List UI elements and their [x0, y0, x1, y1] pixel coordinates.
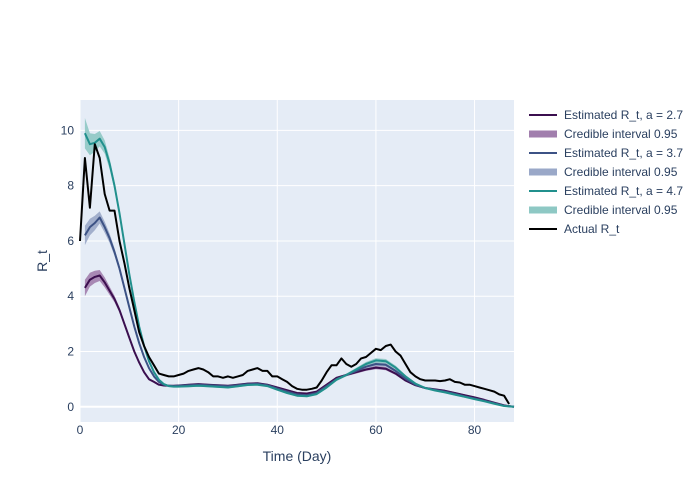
x-axis-ticks: 0 20 40 60 80	[77, 423, 482, 437]
legend-label-1: Estimated R_t, a = 2.7	[564, 108, 683, 122]
x-tick-label-0: 0	[77, 423, 84, 437]
y-tick-label-3: 6	[67, 234, 74, 248]
legend-label-2: Credible interval 0.95	[564, 127, 678, 141]
legend-label-4: Credible interval 0.95	[564, 165, 678, 179]
x-tick-label-4: 80	[468, 423, 482, 437]
legend-label-5: Estimated R_t, a = 4.7	[564, 184, 683, 198]
legend-label-7: Actual R_t	[564, 222, 620, 236]
y-tick-label-4: 8	[67, 179, 74, 193]
legend-label-3: Estimated R_t, a = 3.7	[564, 146, 683, 160]
y-axis-ticks: 0 2 4 6 8 10	[61, 123, 75, 413]
x-tick-label-1: 20	[172, 423, 186, 437]
legend-label-6: Credible interval 0.95	[564, 203, 678, 217]
y-tick-label-0: 0	[67, 400, 74, 414]
series-line-4	[79, 143, 510, 405]
series-lines	[79, 132, 515, 408]
y-tick-label-5: 10	[61, 123, 75, 137]
y-axis-title: R_t	[34, 250, 50, 272]
x-axis-title: Time (Day)	[263, 448, 332, 464]
x-tick-label-2: 40	[271, 423, 285, 437]
y-tick-label-2: 4	[67, 289, 74, 303]
series-line-3	[83, 132, 515, 408]
legend: Estimated R_t, a = 2.7 Credible interval …	[529, 108, 683, 236]
grid-lines	[79, 100, 514, 422]
x-tick-label-3: 60	[369, 423, 383, 437]
y-tick-label-1: 2	[67, 345, 74, 359]
